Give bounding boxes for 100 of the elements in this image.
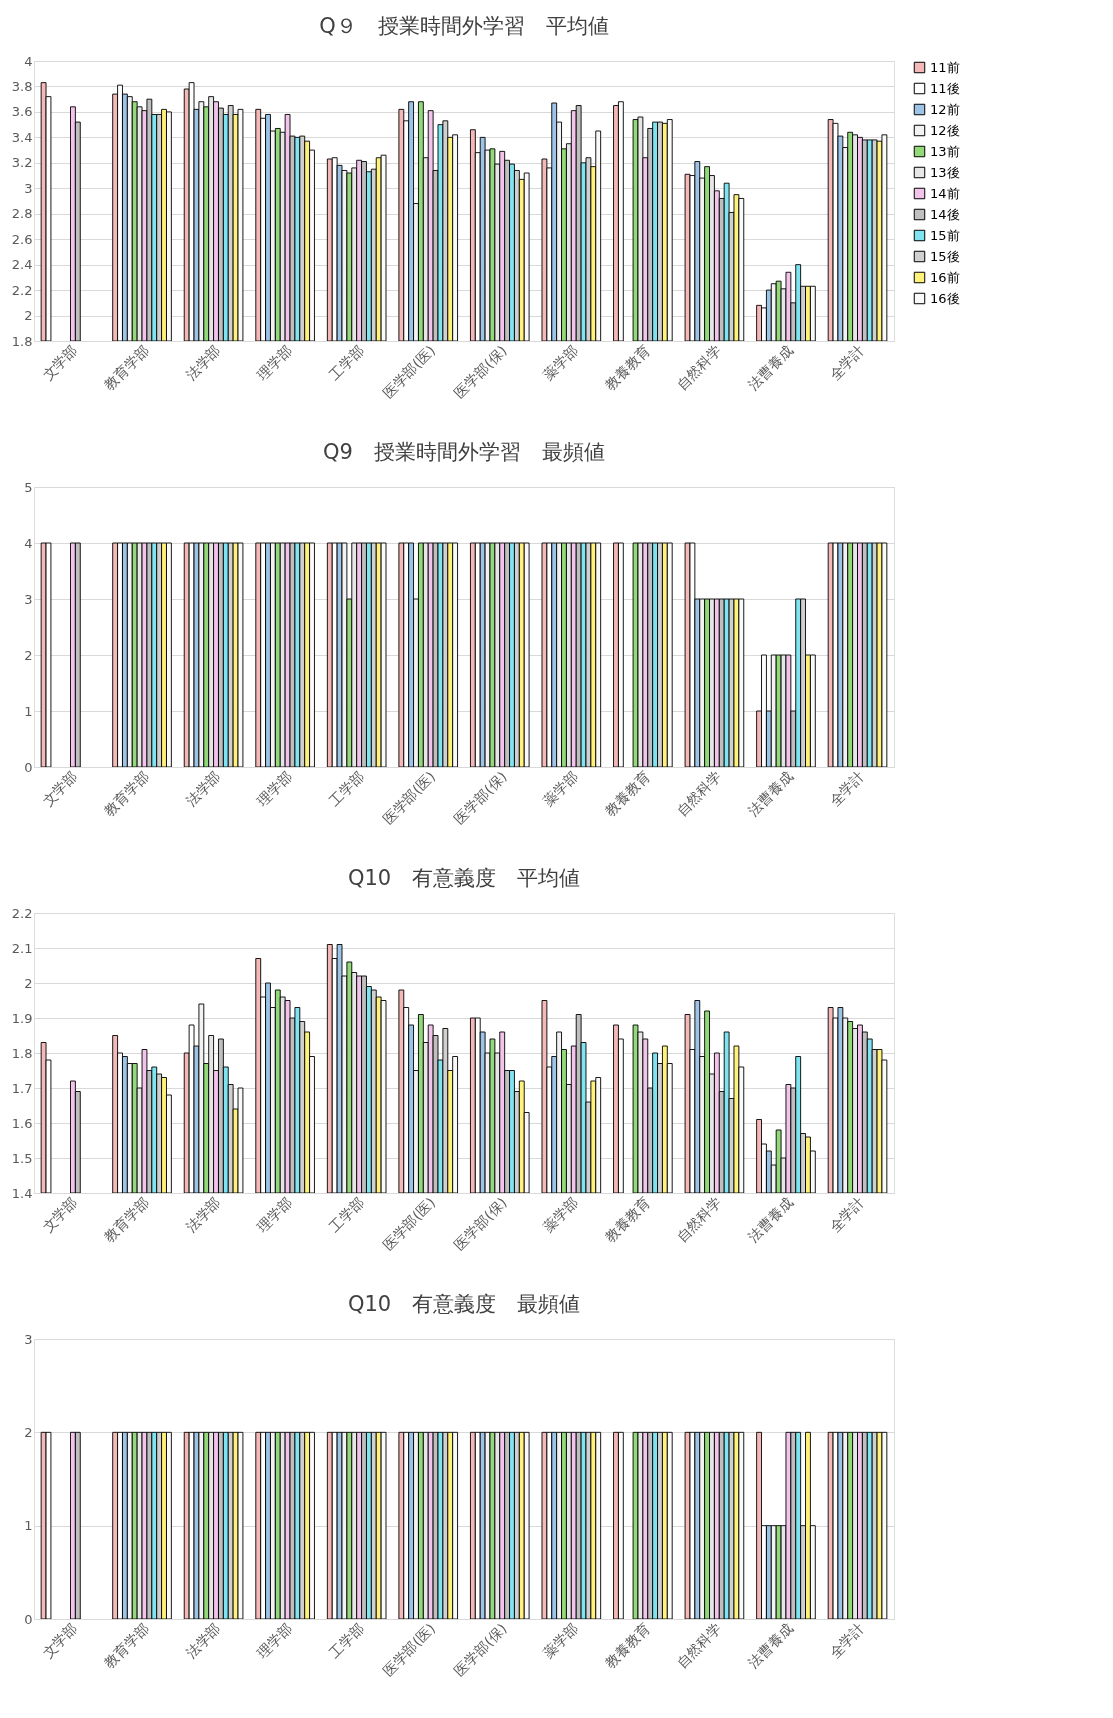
- bar: [523, 542, 530, 767]
- x-tick-label: 法曹養成: [744, 342, 796, 393]
- x-tick-label: 工学部: [325, 1194, 367, 1236]
- legend-label: 14後: [930, 206, 960, 222]
- y-tick-label: 1.5: [11, 1150, 33, 1166]
- y-tick-label: 1: [24, 703, 33, 719]
- x-tick-label: 医学部(保): [451, 1620, 510, 1679]
- x-tick-label: 薬学部: [540, 768, 582, 810]
- x-tick-label: 教養教育: [601, 342, 653, 393]
- y-tick-label: 2.4: [11, 257, 33, 273]
- x-tick-label: 医学部(医): [379, 342, 439, 401]
- x-tick-label: 医学部(保): [451, 1194, 510, 1253]
- x-tick-label: 理学部: [254, 342, 296, 384]
- x-tick-label: 教育学部: [101, 1620, 152, 1671]
- y-tick-label: 1.8: [11, 1045, 33, 1061]
- y-tick-label: 3.4: [11, 129, 33, 145]
- y-tick-label: 4: [24, 535, 33, 551]
- bar: [617, 542, 624, 767]
- legend-label: 11前: [930, 59, 960, 75]
- x-tick-label: 法曹養成: [744, 1194, 796, 1245]
- x-tick-label: 教養教育: [601, 768, 653, 819]
- x-tick-label: 法学部: [182, 768, 224, 810]
- x-tick-label: 文学部: [39, 768, 81, 810]
- y-tick-label: 3: [24, 1331, 33, 1347]
- legend-label: 15後: [930, 248, 960, 264]
- x-tick-label: 薬学部: [540, 1194, 582, 1236]
- x-tick-label: 全学計: [826, 342, 868, 384]
- y-tick-label: 1.8: [11, 333, 33, 349]
- chart-title: Q10 有意義度 最頻値: [347, 1292, 581, 1316]
- x-tick-label: 教育学部: [101, 342, 152, 393]
- x-tick-label: 薬学部: [540, 342, 582, 384]
- y-tick-label: 2: [24, 647, 33, 663]
- x-tick-label: 理学部: [254, 768, 296, 810]
- x-tick-label: 全学計: [826, 768, 868, 810]
- x-tick-label: 医学部(保): [451, 768, 510, 827]
- x-tick-label: 理学部: [254, 1194, 296, 1236]
- x-tick-label: 法曹養成: [744, 768, 796, 819]
- x-tick-label: 工学部: [325, 768, 367, 810]
- x-tick-label: 医学部(保): [451, 342, 510, 401]
- x-tick-label: 法学部: [182, 1620, 224, 1662]
- legend-label: 15前: [930, 227, 960, 243]
- x-tick-label: 工学部: [325, 1620, 367, 1662]
- legend-label: 14前: [930, 185, 960, 201]
- legend-label: 13前: [930, 143, 960, 159]
- y-tick-label: 2.2: [11, 905, 33, 921]
- bar: [74, 542, 81, 767]
- x-tick-label: 自然科学: [673, 342, 725, 393]
- x-tick-label: 工学部: [325, 342, 367, 384]
- y-tick-label: 2.8: [11, 206, 33, 222]
- y-tick-label: 5: [24, 479, 33, 495]
- y-tick-label: 3.2: [11, 155, 33, 171]
- y-tick-label: 4: [24, 53, 33, 69]
- x-tick-label: 自然科学: [673, 1194, 725, 1245]
- x-tick-label: 文学部: [39, 1194, 81, 1236]
- bar: [45, 542, 52, 767]
- x-tick-label: 教育学部: [101, 1194, 152, 1245]
- legend-label: 13後: [930, 164, 960, 180]
- y-tick-label: 3: [24, 180, 33, 196]
- y-tick-label: 3.6: [11, 104, 33, 120]
- y-tick-label: 3.8: [11, 78, 33, 94]
- y-tick-label: 2.6: [11, 231, 33, 247]
- y-tick-label: 1.9: [11, 1010, 33, 1026]
- x-tick-label: 全学計: [826, 1194, 868, 1236]
- x-tick-label: 教養教育: [601, 1620, 653, 1671]
- x-tick-label: 医学部(医): [379, 768, 439, 827]
- x-tick-label: 文学部: [39, 342, 81, 384]
- chart-title: Q9 授業時間外学習 最頻値: [323, 440, 605, 464]
- legend-label: 16後: [930, 290, 960, 306]
- x-tick-label: 法曹養成: [744, 1620, 796, 1671]
- x-tick-label: 教育学部: [101, 768, 152, 819]
- x-tick-label: 自然科学: [673, 1620, 725, 1671]
- x-tick-label: 法学部: [182, 1194, 224, 1236]
- chart-title: Q９ 授業時間外学習 平均値: [319, 14, 609, 38]
- bar: [809, 654, 816, 767]
- y-tick-label: 1.6: [11, 1115, 33, 1131]
- y-tick-label: 0: [24, 1611, 33, 1627]
- x-tick-label: 教養教育: [601, 1194, 653, 1245]
- x-tick-label: 医学部(医): [379, 1194, 439, 1253]
- x-tick-label: 全学計: [826, 1620, 868, 1662]
- y-tick-label: 2: [24, 975, 33, 991]
- y-tick-label: 2: [24, 308, 33, 324]
- y-tick-label: 1: [24, 1518, 33, 1534]
- y-tick-label: 1.4: [11, 1185, 33, 1201]
- y-tick-label: 2: [24, 1424, 33, 1440]
- legend-label: 12後: [930, 122, 960, 138]
- bar: [380, 542, 387, 767]
- x-tick-label: 自然科学: [673, 768, 725, 819]
- x-tick-label: 法学部: [182, 342, 224, 384]
- legend-label: 16前: [930, 269, 960, 285]
- y-tick-label: 0: [24, 759, 33, 775]
- bar: [666, 542, 673, 767]
- chart-title: Q10 有意義度 平均値: [347, 866, 581, 890]
- x-tick-label: 医学部(医): [379, 1620, 439, 1679]
- y-tick-label: 2.2: [11, 282, 33, 298]
- x-tick-label: 文学部: [39, 1620, 81, 1662]
- x-tick-label: 薬学部: [540, 1620, 582, 1662]
- y-tick-label: 1.7: [11, 1080, 33, 1096]
- legend-label: 11後: [930, 80, 960, 96]
- legend-label: 12前: [930, 101, 960, 117]
- y-tick-label: 2.1: [11, 940, 33, 956]
